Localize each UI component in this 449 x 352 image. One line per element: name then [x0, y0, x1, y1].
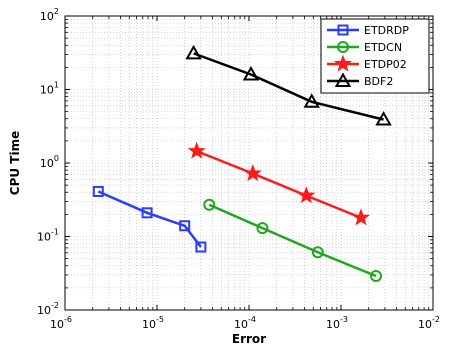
series-bdf2: [185, 44, 392, 126]
legend-marker-etdrdp: [337, 24, 349, 36]
data-point-bdf2: [303, 93, 320, 108]
data-point-etdrdp: [92, 185, 104, 197]
x-tick-label: 10-6: [50, 315, 72, 331]
legend-marker-etdp02: [333, 54, 353, 72]
data-point-etdcn: [256, 222, 269, 235]
y-tick-label: 102: [40, 7, 59, 23]
series-line-bdf2: [193, 52, 384, 121]
y-tick-label: 100: [40, 154, 59, 170]
series-etdrdp: [92, 185, 207, 253]
legend-marker-bdf2: [334, 72, 352, 87]
y-tick-label: 101: [40, 81, 59, 97]
data-point-etdrdp: [195, 241, 207, 253]
series-line-etdp02: [196, 149, 362, 219]
data-point-etdrdp: [141, 207, 153, 219]
x-tick-label: 10-5: [142, 315, 164, 331]
x-tick-label: 10-3: [326, 315, 348, 331]
legend-item-etdcn: ETDCN: [327, 41, 402, 54]
legend: ETDRDP ETDCN ETDP02 BDF2: [320, 18, 430, 94]
data-point-etdp02: [352, 208, 371, 226]
x-tick-label: 10-2: [418, 315, 440, 331]
legend-label-etdp02: ETDP02: [364, 58, 407, 71]
y-tick-label: 10-1: [37, 228, 59, 244]
legend-label-bdf2: BDF2: [364, 75, 393, 88]
legend-label-etdrdp: ETDRDP: [364, 24, 409, 37]
data-point-etdp02: [297, 186, 316, 204]
x-tick-label: 10-4: [234, 315, 256, 331]
data-point-etdrdp: [179, 220, 191, 232]
data-point-bdf2: [185, 44, 202, 60]
data-point-bdf2: [242, 65, 260, 81]
legend-label-etdcn: ETDCN: [364, 41, 402, 54]
series-line-etdrdp: [97, 190, 202, 248]
legend-item-etdrdp: ETDRDP: [327, 24, 409, 37]
data-point-bdf2: [375, 111, 392, 126]
y-axis-title: CPU Time: [8, 131, 22, 195]
series-group: [92, 44, 392, 283]
legend-marker-etdcn: [337, 41, 349, 53]
x-axis-title: Error: [232, 332, 266, 346]
data-point-etdcn: [311, 246, 324, 259]
legend-item-etdp02: ETDP02: [327, 54, 407, 72]
y-tick-label: 10-2: [37, 301, 59, 317]
series-etdp02: [187, 141, 371, 226]
data-point-etdp02: [187, 141, 206, 159]
series-line-etdcn: [208, 203, 377, 278]
legend-item-bdf2: BDF2: [327, 72, 393, 88]
series-etdcn: [203, 198, 382, 283]
data-point-etdcn: [369, 270, 382, 283]
data-point-etdcn: [203, 198, 216, 211]
data-point-etdp02: [243, 164, 262, 182]
